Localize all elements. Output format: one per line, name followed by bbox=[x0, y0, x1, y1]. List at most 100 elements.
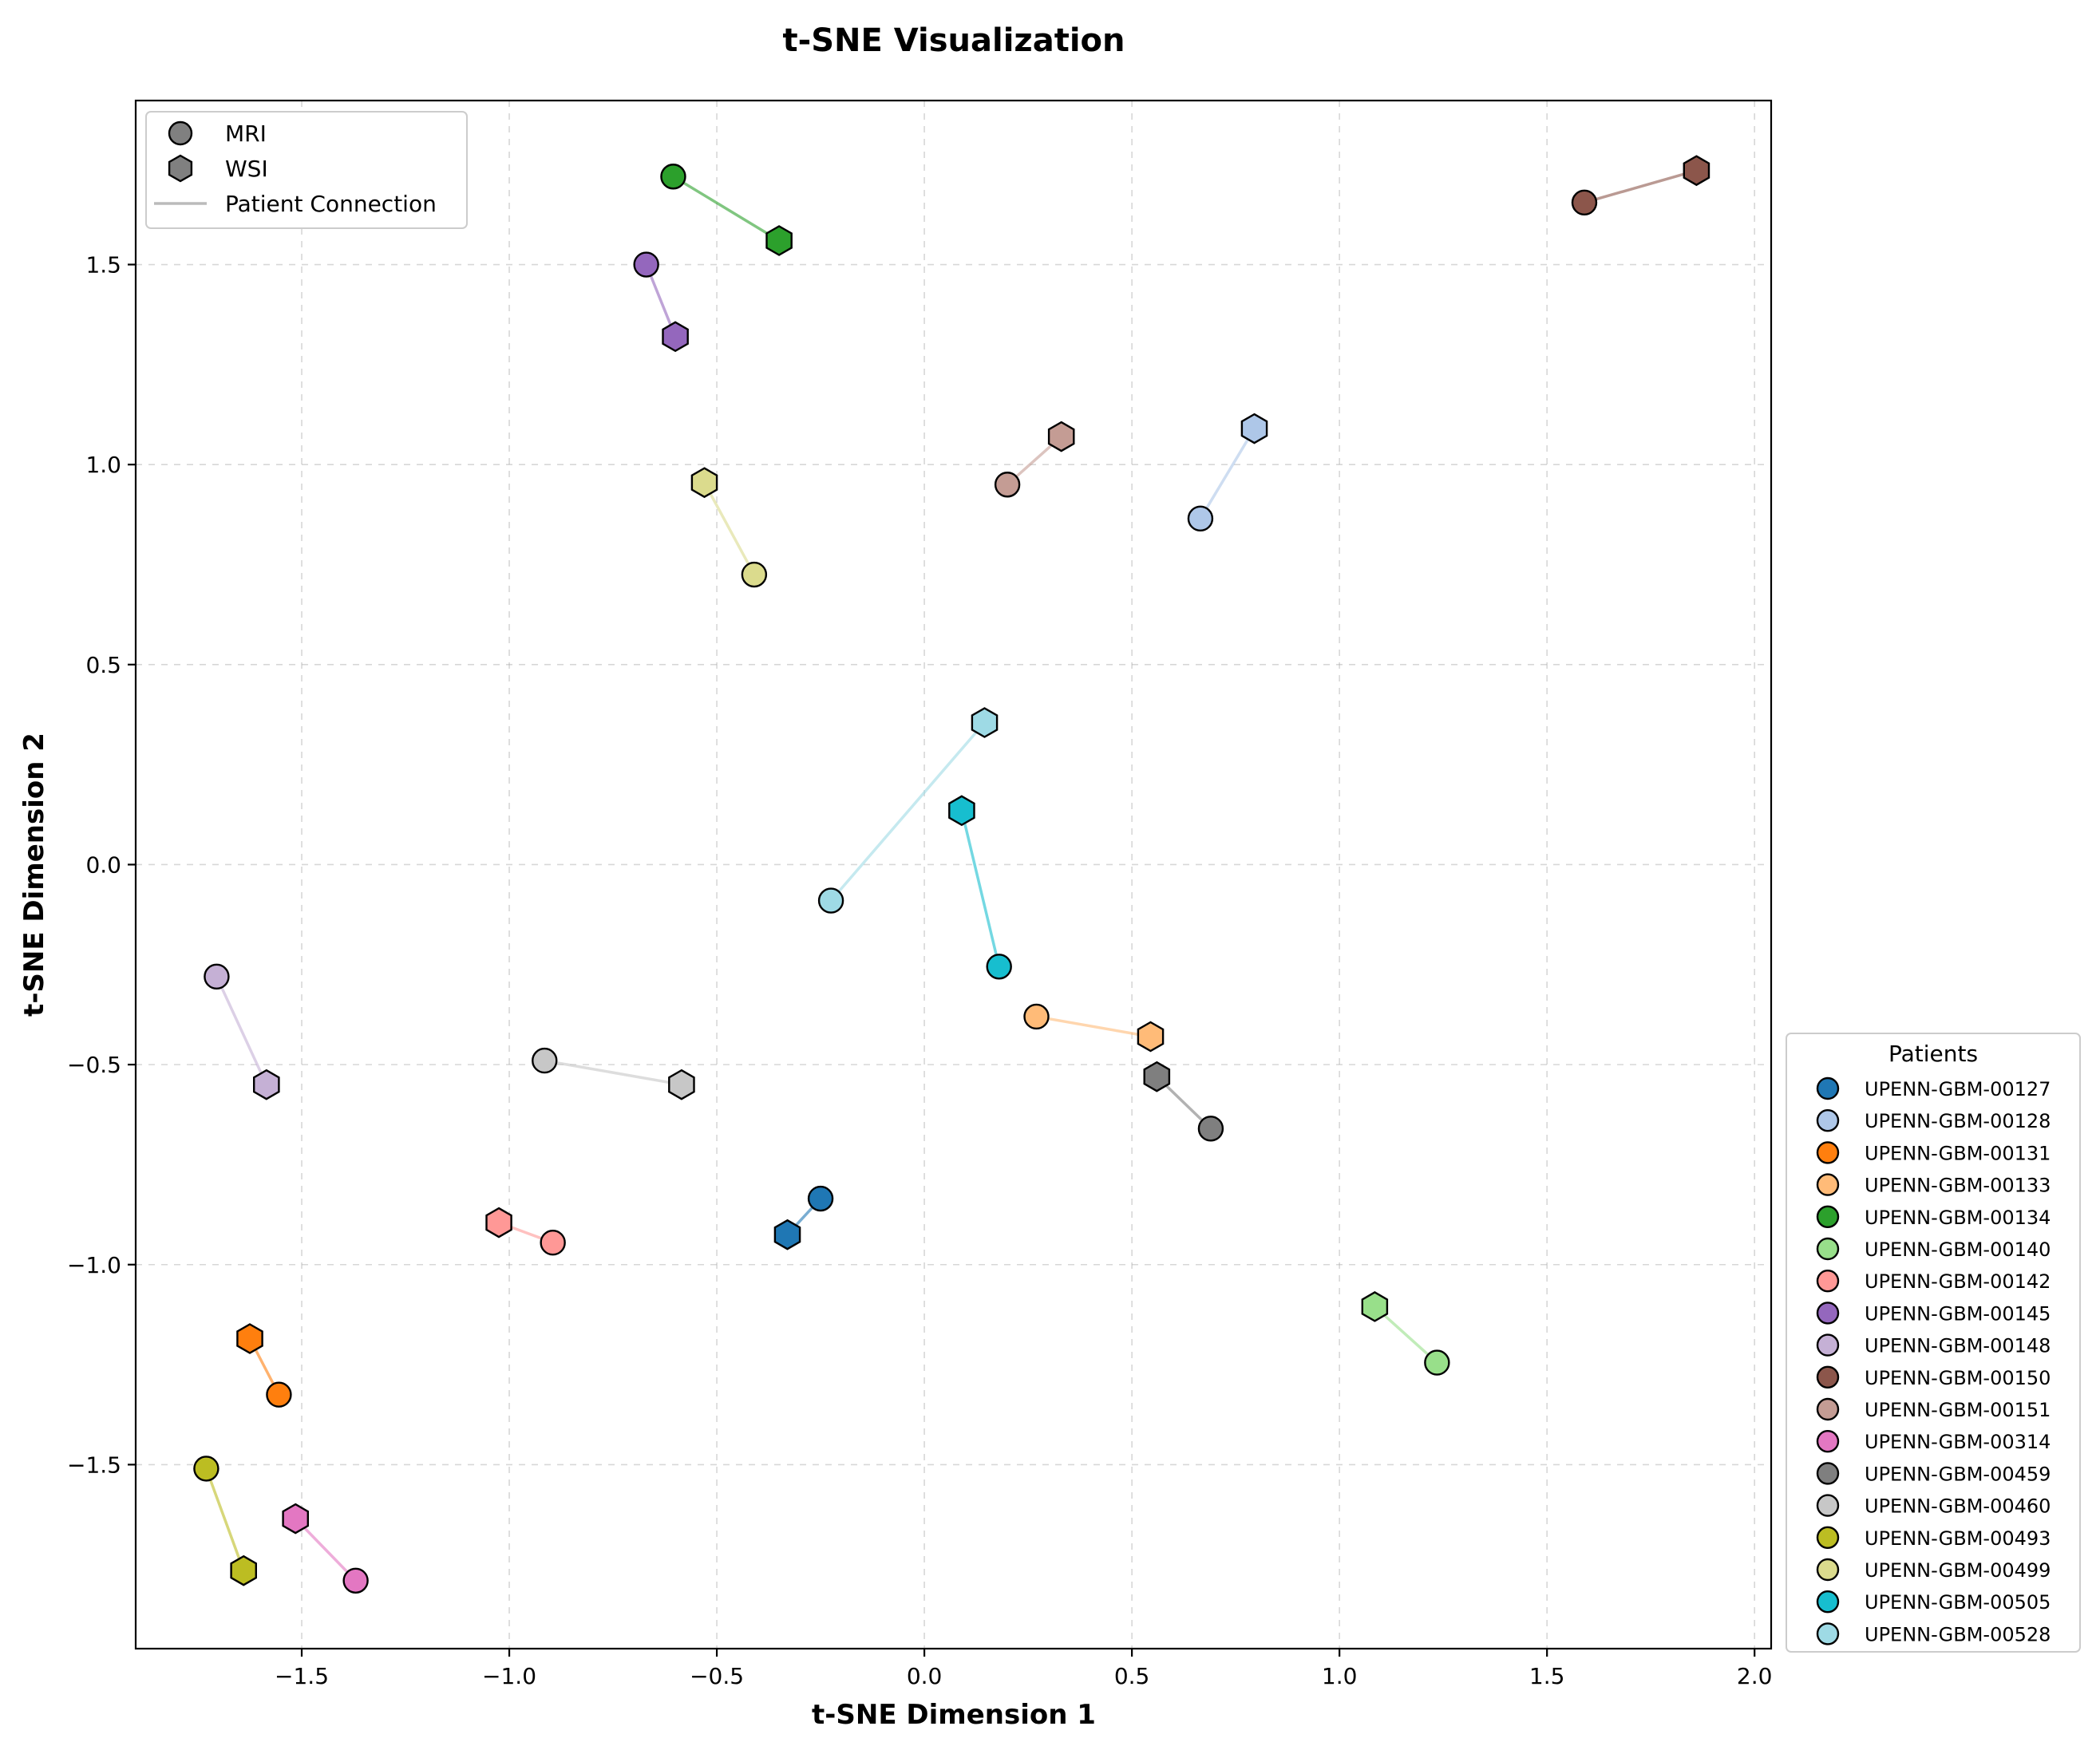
patient-legend-label: UPENN-GBM-00140 bbox=[1865, 1238, 2051, 1261]
patient-legend-box bbox=[1786, 1033, 2081, 1653]
patient-legend-swatch bbox=[1816, 1333, 1840, 1357]
wsi-point bbox=[1240, 413, 1268, 444]
x-tick-label: −1.0 bbox=[482, 1663, 536, 1689]
mri-point bbox=[532, 1047, 558, 1074]
patient-connections bbox=[204, 169, 1697, 1582]
patient-legend-label: UPENN-GBM-00459 bbox=[1865, 1463, 2051, 1485]
patient-legend-label: UPENN-GBM-00131 bbox=[1865, 1142, 2051, 1164]
wsi-point bbox=[765, 225, 793, 256]
patient-legend-label: UPENN-GBM-00528 bbox=[1865, 1623, 2051, 1645]
x-tick-label: 0.5 bbox=[1114, 1663, 1150, 1689]
patient-legend-swatch bbox=[1816, 1269, 1840, 1293]
patient-legend-swatch bbox=[1816, 1526, 1840, 1550]
patient-legend-swatch bbox=[1816, 1590, 1840, 1614]
y-tick-label: 0.0 bbox=[85, 851, 121, 878]
patient-connection-line bbox=[960, 810, 1001, 967]
plot-frame bbox=[134, 99, 1773, 1650]
mri-legend-label: MRI bbox=[225, 120, 267, 147]
patient-legend-swatch bbox=[1816, 1558, 1840, 1582]
wsi-point bbox=[971, 707, 999, 738]
wsi-point bbox=[485, 1207, 512, 1238]
data-markers bbox=[193, 155, 1710, 1594]
patient-connection-line bbox=[544, 1059, 682, 1086]
x-tick-label: 0.0 bbox=[907, 1663, 943, 1689]
patient-connection-line bbox=[1584, 169, 1697, 204]
patient-legend-label: UPENN-GBM-00145 bbox=[1865, 1302, 2051, 1325]
patient-legend-label: UPENN-GBM-00505 bbox=[1865, 1591, 2051, 1614]
mri-point bbox=[266, 1381, 292, 1408]
mri-point bbox=[807, 1185, 834, 1212]
mri-point bbox=[1424, 1349, 1450, 1376]
patient-connection-line bbox=[829, 721, 986, 902]
x-tick-label: −1.5 bbox=[275, 1663, 329, 1689]
y-tick-label: 1.5 bbox=[85, 252, 121, 278]
mri-point bbox=[633, 251, 659, 278]
wsi-point bbox=[668, 1069, 695, 1100]
wsi-point bbox=[253, 1069, 280, 1100]
y-tick-label: 0.5 bbox=[85, 652, 121, 678]
modality-legend-box bbox=[145, 111, 468, 229]
patient-legend-label: UPENN-GBM-00148 bbox=[1865, 1335, 2051, 1357]
patient-legend-label: UPENN-GBM-00493 bbox=[1865, 1527, 2051, 1550]
y-tick-label: 1.0 bbox=[85, 452, 121, 478]
patient-connection-line bbox=[204, 1468, 245, 1571]
grid-layer bbox=[136, 101, 1771, 1649]
x-tick-label: 2.0 bbox=[1737, 1663, 1773, 1689]
patient-connection-line bbox=[1199, 428, 1256, 519]
wsi-point bbox=[690, 467, 718, 499]
wsi-point bbox=[662, 321, 689, 353]
patient-legend-swatch bbox=[1816, 1205, 1840, 1229]
patient-connection-line bbox=[215, 976, 268, 1085]
patient-legend-items: UPENN-GBM-00127 UPENN-GBM-00128 UPENN-GBM-… bbox=[1816, 1076, 2051, 1645]
patient-legend-label: UPENN-GBM-00460 bbox=[1865, 1495, 2051, 1518]
patient-legend-swatch bbox=[1816, 1302, 1840, 1325]
patient-legend-label: UPENN-GBM-00127 bbox=[1865, 1078, 2051, 1100]
y-tick-label: −0.5 bbox=[67, 1052, 121, 1078]
connection-legend-label: Patient Connection bbox=[225, 191, 437, 217]
mri-point bbox=[193, 1456, 219, 1482]
x-axis-label: t-SNE Dimension 1 bbox=[812, 1699, 1096, 1731]
wsi-legend-label: WSI bbox=[225, 156, 268, 182]
x-tick-label: −0.5 bbox=[690, 1663, 744, 1689]
patient-legend-title: Patients bbox=[1888, 1041, 1978, 1067]
patient-connection-line bbox=[702, 481, 756, 575]
mri-point bbox=[817, 887, 844, 914]
mri-legend-icon bbox=[168, 120, 193, 146]
patient-legend-label: UPENN-GBM-00314 bbox=[1865, 1431, 2051, 1453]
patient-legend-swatch bbox=[1816, 1141, 1840, 1164]
wsi-point bbox=[1047, 421, 1075, 452]
patient-legend-label: UPENN-GBM-00151 bbox=[1865, 1399, 2051, 1421]
patient-legend-label: UPENN-GBM-00128 bbox=[1865, 1110, 2051, 1132]
patient-legend-label: UPENN-GBM-00142 bbox=[1865, 1270, 2051, 1293]
wsi-point bbox=[1143, 1061, 1171, 1092]
mri-point bbox=[204, 963, 230, 990]
y-tick-label: −1.0 bbox=[67, 1252, 121, 1278]
wsi-point bbox=[773, 1219, 801, 1250]
patient-legend-label: UPENN-GBM-00133 bbox=[1865, 1175, 2051, 1197]
mri-point bbox=[994, 472, 1021, 498]
wsi-point bbox=[1361, 1291, 1389, 1322]
mri-point bbox=[1571, 189, 1598, 216]
mri-point bbox=[660, 164, 686, 190]
patient-legend-swatch bbox=[1816, 1429, 1840, 1453]
patient-legend-label: UPENN-GBM-00499 bbox=[1865, 1559, 2051, 1582]
wsi-point bbox=[236, 1323, 263, 1354]
patient-legend: Patients UPENN-GBM-00127UPENN-GBM-00128U… bbox=[1786, 1033, 2081, 1653]
patient-legend-swatch bbox=[1816, 1397, 1840, 1421]
patient-connection-line bbox=[672, 175, 780, 242]
mri-point bbox=[1023, 1003, 1050, 1030]
mri-point bbox=[1197, 1116, 1224, 1142]
mri-point bbox=[1187, 505, 1214, 532]
patient-legend-swatch bbox=[1816, 1173, 1840, 1196]
patient-connection-line bbox=[1036, 1015, 1151, 1038]
wsi-point bbox=[282, 1503, 309, 1535]
x-tick-label: 1.5 bbox=[1529, 1663, 1565, 1689]
wsi-legend-icon bbox=[168, 154, 193, 183]
wsi-point bbox=[1683, 155, 1710, 187]
patient-legend-swatch bbox=[1816, 1076, 1840, 1100]
wsi-point bbox=[1137, 1021, 1165, 1053]
wsi-point bbox=[230, 1554, 257, 1586]
mri-point bbox=[342, 1567, 369, 1594]
axis-ticks: −1.5 −1.0 −0.5 0.0 0.5 1.0 1.5 2.0 −1.5 −1.0 −0.5 0… bbox=[67, 252, 1772, 1689]
